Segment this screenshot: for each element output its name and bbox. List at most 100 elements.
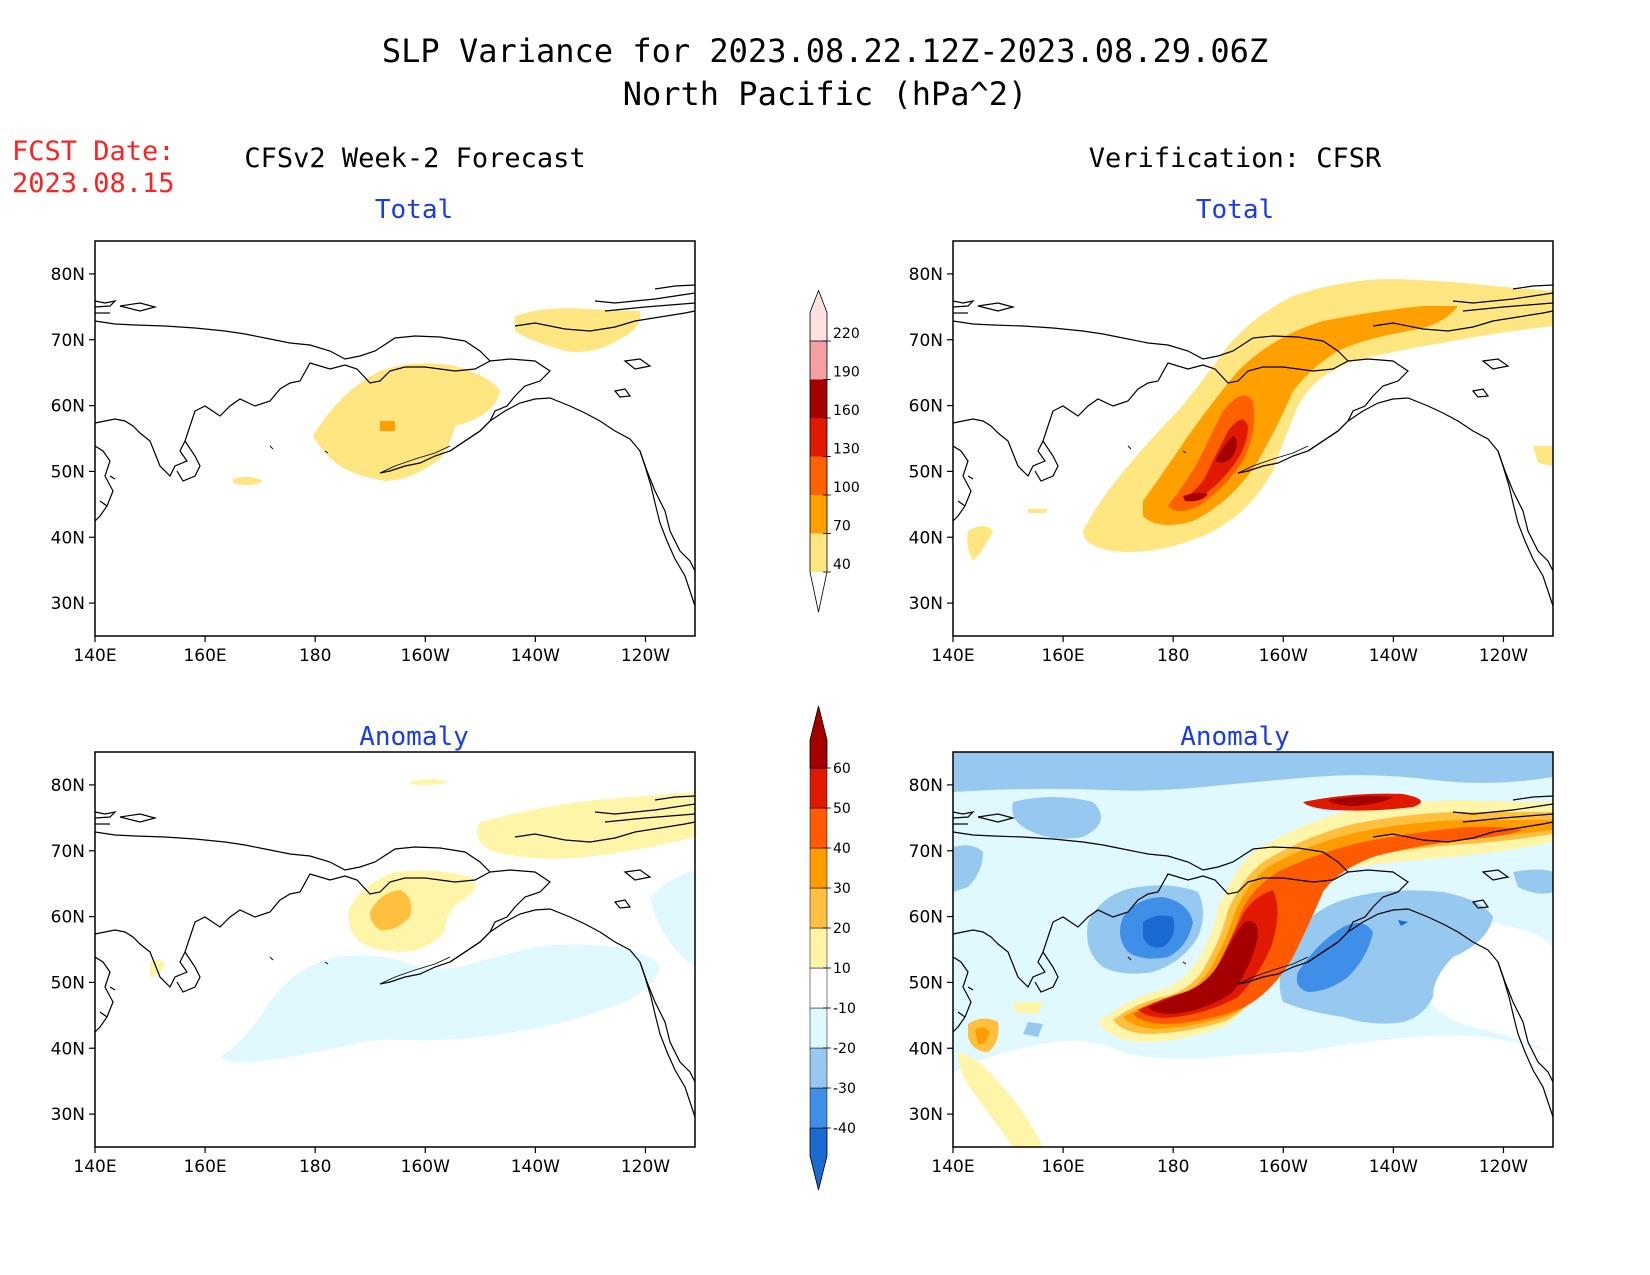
colorbar-total-label: 220 — [833, 326, 860, 342]
colorbar-anomaly-label: 30 — [833, 881, 851, 897]
fcst-date-label: FCST Date: — [12, 136, 175, 167]
colorbar-total: 40 70 100 130 160 190 220 — [809, 289, 860, 613]
colorbar-anomaly-label: -30 — [833, 1081, 856, 1097]
lat-tick-label: 30N — [51, 1105, 85, 1125]
colorbar-total-label: 40 — [833, 557, 851, 573]
colorbar-anomaly-cell — [809, 1087, 828, 1129]
map-panel-verification-anomaly: 80N 70N 60N 50N 40N 30N 140E 160E 180 160W 140W 120… — [909, 751, 1554, 1177]
colorbar-anomaly-label: 10 — [833, 961, 851, 977]
lon-tick-label: 160W — [401, 1157, 450, 1177]
panel-subtitle-bottom-right: Anomaly — [1180, 722, 1290, 752]
contour-fill-forecast-anomaly — [150, 779, 695, 1063]
colorbar-total-cell — [810, 495, 827, 534]
left-column-heading: CFSv2 Week-2 Forecast — [244, 143, 585, 174]
lat-tick-label: 50N — [51, 462, 85, 482]
map-frame — [952, 240, 1554, 637]
colorbar-anomaly-cell — [809, 847, 828, 889]
lat-tick-label: 80N — [51, 776, 85, 796]
colorbar-anomaly-cell — [809, 767, 828, 809]
colorbar-anomaly-label: -10 — [833, 1001, 856, 1017]
lat-tick-label: 70N — [909, 331, 943, 351]
map-panel-forecast-total: 80N 70N 60N 50N 40N 30N 140E 160E 180 160W 140W 120… — [51, 240, 696, 666]
figure-subtitle: North Pacific (hPa^2) — [623, 75, 1028, 113]
lat-tick-label: 80N — [909, 265, 943, 285]
lat-tick-label: 50N — [909, 973, 943, 993]
lon-tick-label: 160E — [183, 646, 226, 666]
lon-tick-label: 140W — [511, 646, 560, 666]
colorbar-total-label: 190 — [833, 365, 860, 381]
lat-tick-label: 60N — [909, 908, 943, 928]
lon-tick-label: 160W — [1259, 646, 1308, 666]
colorbar-total-cell — [810, 456, 827, 495]
panel-subtitle-top-left: Total — [375, 195, 453, 225]
colorbar-anomaly-cell — [809, 967, 828, 1009]
lon-tick-label: 180 — [1157, 646, 1189, 666]
colorbar-anomaly-cell — [809, 807, 828, 849]
lat-tick-label: 40N — [909, 1039, 943, 1059]
lon-tick-label: 160E — [183, 1157, 226, 1177]
lon-tick-label: 180 — [299, 1157, 331, 1177]
colorbar-total-cell — [810, 379, 827, 418]
lat-tick-label: 60N — [51, 908, 85, 928]
panel-subtitle-top-right: Total — [1196, 195, 1274, 225]
colorbar-anomaly-cell — [809, 1127, 828, 1191]
lon-tick-label: 140E — [931, 646, 974, 666]
colorbar-anomaly-cell — [809, 705, 828, 769]
lon-tick-label: 160E — [1041, 646, 1084, 666]
lat-tick-label: 70N — [51, 331, 85, 351]
map-frame — [94, 240, 696, 637]
map-panel-forecast-anomaly: 80N 70N 60N 50N 40N 30N 140E 160E 180 160W 140W 120… — [51, 751, 696, 1177]
right-column-heading: Verification: CFSR — [1089, 143, 1382, 174]
lon-tick-label: 140W — [511, 1157, 560, 1177]
lat-tick-label: 80N — [909, 776, 943, 796]
colorbar-anomaly-label: 20 — [833, 921, 851, 937]
panel-subtitle-bottom-left: Anomaly — [359, 722, 469, 752]
lon-tick-label: 160E — [1041, 1157, 1084, 1177]
lon-tick-label: 140E — [73, 646, 116, 666]
lat-tick-label: 40N — [51, 528, 85, 548]
colorbar-anomaly-cell — [809, 887, 828, 929]
lat-tick-label: 50N — [51, 973, 85, 993]
colorbar-anomaly-cell — [809, 927, 828, 969]
lon-tick-label: 140W — [1369, 646, 1418, 666]
fcst-date-value: 2023.08.15 — [12, 168, 175, 199]
lon-tick-label: 160W — [401, 646, 450, 666]
lon-tick-label: 180 — [299, 646, 331, 666]
lon-tick-label: 120W — [621, 646, 670, 666]
lon-tick-label: 120W — [1479, 1157, 1528, 1177]
lat-tick-label: 30N — [909, 594, 943, 614]
lat-tick-label: 50N — [909, 462, 943, 482]
lat-tick-label: 30N — [909, 1105, 943, 1125]
colorbar-anomaly-label: -40 — [833, 1121, 856, 1137]
colorbar-total-label: 100 — [833, 480, 860, 496]
lon-tick-label: 120W — [1479, 646, 1528, 666]
lon-tick-label: 140E — [931, 1157, 974, 1177]
colorbar-anomaly-label: 60 — [833, 761, 851, 777]
colorbar-total-label: 160 — [833, 403, 860, 419]
lat-tick-label: 70N — [51, 842, 85, 862]
lat-tick-label: 30N — [51, 594, 85, 614]
contour-fill-forecast-total — [233, 308, 641, 486]
lon-tick-label: 140W — [1369, 1157, 1418, 1177]
lon-tick-label: 120W — [621, 1157, 670, 1177]
colorbar-anomaly: -40 -30 -20 -10 10 20 30 40 50 60 — [809, 705, 856, 1191]
colorbar-anomaly-label: -20 — [833, 1041, 856, 1057]
colorbar-anomaly-label: 40 — [833, 841, 851, 857]
colorbar-anomaly-cell — [809, 1047, 828, 1089]
map-frame — [952, 751, 1554, 1148]
colorbar-total-cell — [809, 289, 828, 342]
figure-title: SLP Variance for 2023.08.22.12Z-2023.08.… — [382, 32, 1268, 70]
colorbar-total-label: 70 — [833, 519, 851, 535]
colorbar-total-label: 130 — [833, 442, 860, 458]
colorbar-total-cell — [810, 341, 827, 380]
colorbar-anomaly-cell — [809, 1007, 828, 1049]
colorbar-total-cell — [810, 418, 827, 457]
lon-tick-label: 160W — [1259, 1157, 1308, 1177]
map-panel-verification-total: 80N 70N 60N 50N 40N 30N 140E 160E 180 160W 140W 120… — [909, 240, 1554, 666]
lon-tick-label: 180 — [1157, 1157, 1189, 1177]
contour-fill-verification-total — [967, 279, 1553, 561]
lat-tick-label: 60N — [51, 397, 85, 417]
lon-tick-label: 140E — [73, 1157, 116, 1177]
contour-fill-verification-anomaly — [953, 752, 1553, 1147]
